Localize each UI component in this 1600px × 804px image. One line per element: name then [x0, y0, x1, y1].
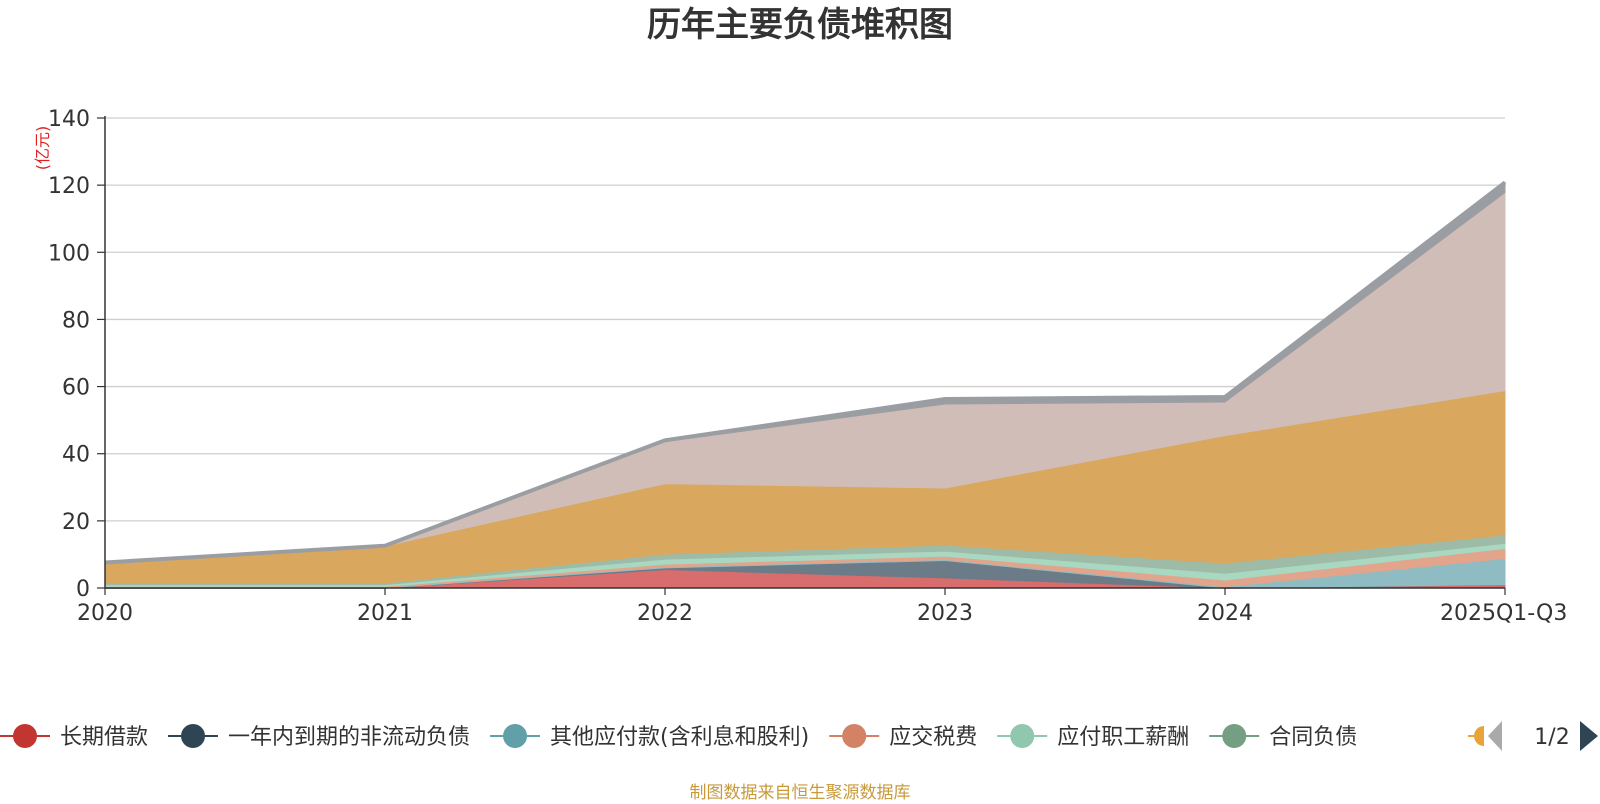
legend-label: 一年内到期的非流动负债: [228, 725, 470, 750]
legend-marker: [1474, 726, 1484, 746]
legend-label: 应交税费: [889, 725, 977, 750]
legend-label: 长期借款: [60, 725, 148, 750]
legend-item-2[interactable]: 其他应付款(含利息和股利): [490, 724, 809, 750]
x-tick-label: 2023: [917, 601, 973, 626]
legend-marker: [13, 724, 37, 748]
legend-item-4[interactable]: 应付职工薪酬: [997, 724, 1189, 750]
legend-marker: [503, 724, 528, 748]
legend-marker: [1010, 724, 1035, 748]
legend-item-partial: [1468, 726, 1484, 746]
y-tick-label: 100: [48, 241, 90, 266]
chart-title: 历年主要负债堆积图: [647, 5, 953, 45]
legend-item-0[interactable]: 长期借款: [0, 724, 148, 750]
legend: 长期借款 一年内到期的非流动负债 其他应付款(含利息和股利) 应交税费 应付职工薪酬 合同…: [0, 721, 1598, 751]
legend-item-5[interactable]: 合同负债: [1209, 724, 1357, 750]
y-tick-label: 80: [62, 308, 90, 333]
y-tick-label: 60: [62, 376, 90, 401]
legend-label: 应付职工薪酬: [1057, 725, 1189, 750]
y-tick-label: 40: [62, 443, 90, 468]
legend-prev-icon[interactable]: [1488, 721, 1502, 751]
y-tick-label: 120: [48, 174, 90, 199]
axis-layer: 0 20 40 60 80 100 120 140 2020 2021 2022 2023 2024 20…: [33, 107, 1567, 626]
y-axis-label: (亿元): [33, 126, 52, 171]
area-layer: [104, 180, 1507, 589]
legend-page-indicator: 1/2: [1534, 725, 1569, 750]
legend-label: 其他应付款(含利息和股利): [550, 725, 809, 750]
x-tick-label: 2024: [1197, 601, 1253, 626]
source-note: 制图数据来自恒生聚源数据库: [689, 783, 911, 803]
x-tick-label: 2021: [357, 601, 413, 626]
grid-layer: [105, 117, 1505, 522]
legend-item-1[interactable]: 一年内到期的非流动负债: [168, 724, 470, 750]
x-tick-label: 2022: [637, 601, 693, 626]
area-series-edge-8: [104, 180, 1507, 565]
legend-marker: [1222, 724, 1247, 748]
y-tick-label: 20: [62, 510, 90, 535]
legend-marker: [842, 724, 867, 748]
y-tick-label: 140: [48, 107, 90, 132]
legend-label: 合同负债: [1269, 725, 1357, 750]
legend-next-icon[interactable]: [1580, 721, 1598, 751]
x-tick-label: 2020: [77, 601, 133, 626]
x-tick-label: 2025Q1-Q3: [1440, 601, 1567, 626]
y-tick-label: 0: [76, 577, 90, 602]
legend-item-3[interactable]: 应交税费: [829, 724, 977, 750]
legend-marker: [181, 724, 206, 748]
